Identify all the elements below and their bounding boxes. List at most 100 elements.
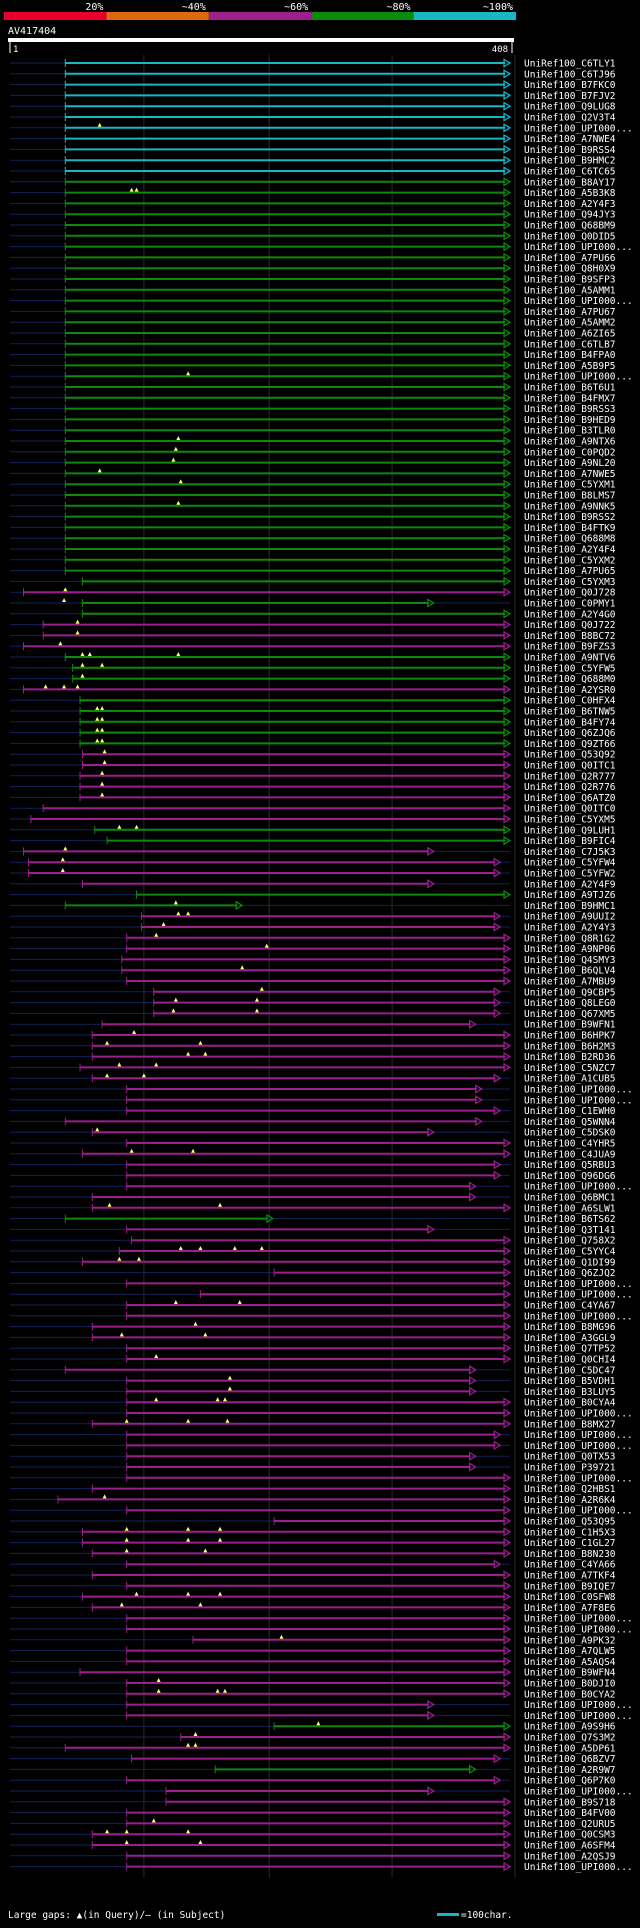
query-gap-marker bbox=[95, 727, 100, 732]
hit-label: UniRef100_UPI000... bbox=[524, 1711, 633, 1722]
hit-arrow-head bbox=[503, 1581, 512, 1591]
hit-arrow-head bbox=[493, 911, 502, 921]
hit-arrow-head bbox=[503, 1570, 512, 1580]
query-gap-marker bbox=[154, 1397, 159, 1402]
hit-label: UniRef100_A7PU65 bbox=[524, 566, 616, 577]
hit-arrow-head bbox=[503, 1635, 512, 1645]
hit-arrow-head bbox=[503, 58, 512, 68]
hit-arrow-head bbox=[503, 695, 512, 705]
hit-label: UniRef100_Q0CHI4 bbox=[524, 1355, 616, 1366]
hit-arrow-head bbox=[503, 285, 512, 295]
hit-arrow-head bbox=[503, 511, 512, 522]
hit-label: UniRef100_P39721 bbox=[524, 1463, 616, 1474]
hit-arrow-head bbox=[503, 1851, 512, 1861]
hit-arrow-head bbox=[493, 1170, 502, 1181]
hit-label: UniRef100_Q6ATZ0 bbox=[524, 793, 616, 804]
hit-arrow-head bbox=[503, 295, 512, 306]
query-gap-marker bbox=[136, 1256, 141, 1261]
hit-arrow-head bbox=[503, 1051, 512, 1062]
hit-arrow-head bbox=[503, 468, 512, 479]
hit-arrow-head bbox=[235, 900, 244, 911]
query-gap-marker bbox=[124, 1548, 129, 1553]
hit-label: UniRef100_A9NNK5 bbox=[524, 501, 616, 512]
query-gap-marker bbox=[124, 1537, 129, 1542]
hit-label: UniRef100_C5YYC4 bbox=[524, 1247, 616, 1258]
hit-label: UniRef100_B7FJV2 bbox=[524, 91, 616, 102]
hit-label: UniRef100_C4YA66 bbox=[524, 1560, 616, 1571]
hit-arrow-head bbox=[503, 781, 512, 792]
hit-arrow-head bbox=[469, 1451, 477, 1461]
query-gap-marker bbox=[186, 911, 191, 916]
hit-label: UniRef100_Q8R1G2 bbox=[524, 933, 616, 944]
query-gap-marker bbox=[80, 652, 85, 656]
query-gap-marker bbox=[60, 857, 65, 862]
hit-arrow-head bbox=[503, 220, 512, 230]
hit-arrow-head bbox=[503, 360, 512, 371]
hit-arrow-head bbox=[503, 339, 512, 349]
hit-arrow-head bbox=[503, 533, 512, 543]
query-gap-marker bbox=[193, 1742, 198, 1747]
hit-arrow-head bbox=[503, 555, 512, 565]
hit-arrow-head bbox=[503, 1537, 512, 1548]
query-gap-marker bbox=[119, 1332, 124, 1337]
query-gap-marker bbox=[134, 1591, 139, 1596]
hit-label: UniRef100_UPI000... bbox=[524, 1441, 633, 1452]
query-gap-marker bbox=[100, 727, 105, 732]
hit-label: UniRef100_UPI000... bbox=[524, 123, 633, 134]
hit-label: UniRef100_UPI000... bbox=[524, 1506, 633, 1517]
hit-arrow-head bbox=[503, 835, 512, 846]
hit-arrow-head bbox=[427, 598, 435, 608]
query-gap-marker bbox=[173, 997, 178, 1002]
hit-arrow-head bbox=[503, 1041, 512, 1051]
hit-label: UniRef100_Q6BMC1 bbox=[524, 1193, 616, 1204]
hit-arrow-head bbox=[469, 1386, 477, 1397]
query-gap-marker bbox=[134, 824, 139, 829]
hit-label: UniRef100_Q0TX53 bbox=[524, 1452, 616, 1463]
hit-label: UniRef100_B8BC72 bbox=[524, 631, 616, 642]
query-gap-marker bbox=[171, 1008, 176, 1013]
identity-scale-label: ~40% bbox=[182, 2, 206, 13]
hit-label: UniRef100_Q6P7K0 bbox=[524, 1776, 616, 1787]
hit-arrow-head bbox=[503, 1257, 512, 1267]
query-gap-marker bbox=[124, 1829, 129, 1834]
hit-label: UniRef100_C1GL27 bbox=[524, 1538, 616, 1549]
hit-arrow-head bbox=[503, 943, 512, 954]
query-gap-marker bbox=[176, 500, 181, 505]
hit-label: UniRef100_Q0DID5 bbox=[524, 231, 616, 242]
query-gap-marker bbox=[173, 1300, 178, 1304]
hit-label: UniRef100_Q8H0X9 bbox=[524, 264, 616, 275]
hit-label: UniRef100_B6HPK7 bbox=[524, 1031, 616, 1042]
hit-label: UniRef100_A5B9P5 bbox=[524, 361, 616, 372]
hit-label: UniRef100_Q0ITC0 bbox=[524, 804, 616, 815]
hit-arrow-head bbox=[503, 123, 512, 133]
query-gap-marker bbox=[100, 770, 105, 775]
query-gap-marker bbox=[240, 965, 245, 970]
query-gap-marker bbox=[95, 706, 100, 710]
hit-label: UniRef100_B6TS62 bbox=[524, 1214, 616, 1225]
query-gap-marker bbox=[105, 1829, 110, 1834]
hit-arrow-head bbox=[493, 922, 502, 932]
query-gap-marker bbox=[198, 1840, 203, 1844]
hit-label: UniRef100_Q68BM9 bbox=[524, 221, 616, 232]
hit-arrow-head bbox=[503, 187, 512, 198]
hit-arrow-head bbox=[503, 447, 512, 457]
hit-arrow-head bbox=[503, 663, 512, 673]
hit-label: UniRef100_Q6BZV7 bbox=[524, 1754, 616, 1765]
hit-arrow-head bbox=[503, 1030, 512, 1040]
hit-arrow-head bbox=[503, 490, 512, 500]
hit-arrow-head bbox=[493, 1559, 502, 1569]
hit-label: UniRef100_A9NTX6 bbox=[524, 437, 616, 448]
hit-arrow-head bbox=[503, 371, 512, 381]
hit-arrow-head bbox=[503, 1689, 512, 1699]
hit-arrow-head bbox=[427, 1127, 435, 1137]
query-gap-marker bbox=[151, 1818, 156, 1823]
hit-arrow-head bbox=[503, 166, 512, 176]
legend-scale-text: =100char. bbox=[461, 1910, 512, 1921]
hit-label: UniRef100_Q5RBU3 bbox=[524, 1160, 616, 1171]
hit-label: UniRef100_A2Y4G0 bbox=[524, 609, 616, 620]
hit-arrow-head bbox=[503, 1267, 512, 1278]
hit-label: UniRef100_B9FIC4 bbox=[524, 836, 616, 847]
hit-arrow-head bbox=[266, 1213, 275, 1224]
hit-arrow-head bbox=[503, 1602, 512, 1613]
hit-arrow-head bbox=[503, 1807, 512, 1818]
